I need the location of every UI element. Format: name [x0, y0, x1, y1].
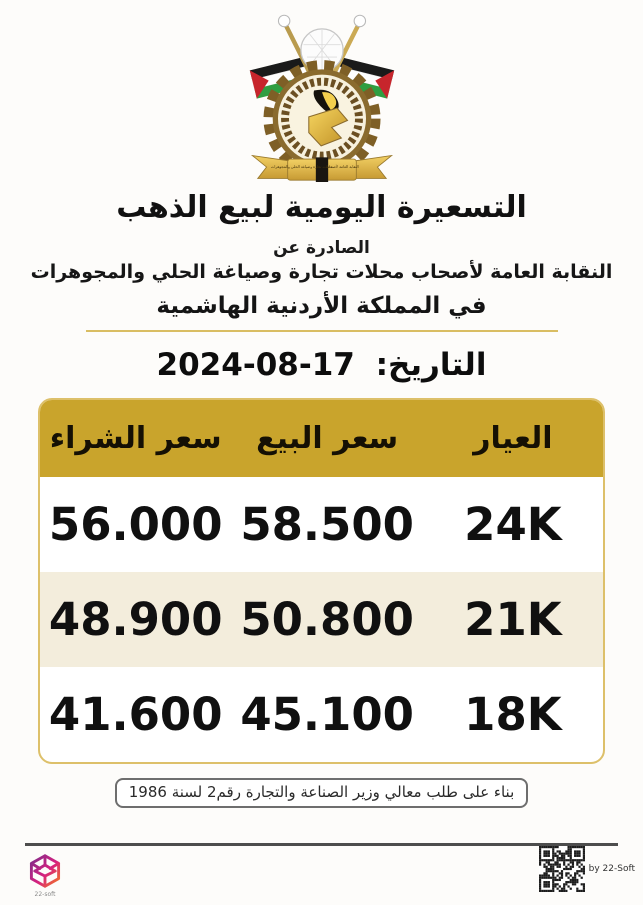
syndicate-emblem: النقابة العامة لأصحاب محلات تجارة وصياغة…	[249, 14, 394, 182]
qr-code	[538, 846, 585, 892]
date-line: التاريخ: 17-08-2024	[0, 347, 643, 383]
header-buy-price: سعر الشراء	[49, 421, 222, 456]
ribbon-banner: النقابة العامة لأصحاب محلات تجارة وصياغة…	[250, 154, 393, 182]
buy-price-value: 56.000	[48, 498, 223, 551]
ministerial-note: بناء على طلب معالي وزير الصناعة والتجارة…	[114, 778, 529, 808]
svg-text:النقابة العامة لأصحاب: النقابة العامة لأصحاب	[325, 164, 358, 169]
table-row: 18K 45.100 41.600	[40, 667, 603, 762]
date-label: التاريخ:	[375, 347, 487, 383]
gold-price-table-body: 24K 58.500 56.000 21K 50.800 48.900 18K …	[40, 477, 603, 762]
table-row: 21K 50.800 48.900	[40, 572, 603, 667]
karat-value: 18K	[464, 688, 562, 741]
cube-logo-caption: 22-soft	[34, 891, 56, 898]
issuer-name: النقابة العامة لأصحاب محلات تجارة وصياغة…	[30, 261, 613, 283]
sell-price-value: 50.800	[240, 593, 414, 646]
sell-price-value: 58.500	[240, 498, 414, 551]
svg-text:محلات تجارة وصياغة الحلي والمج: محلات تجارة وصياغة الحلي والمجوهرات	[270, 165, 332, 169]
header-karat: العيار	[473, 421, 553, 456]
qr-caption: by 22-Soft	[588, 864, 635, 874]
header-sell-price: سعر البيع	[256, 421, 399, 456]
page-title: التسعيرة اليومية لبيع الذهب	[116, 190, 527, 225]
gold-divider	[85, 330, 558, 332]
karat-value: 21K	[464, 593, 562, 646]
sell-price-value: 45.100	[240, 688, 414, 741]
software-vendor-logo: 22-soft	[22, 853, 68, 898]
date-value: 17-08-2024	[156, 347, 355, 383]
issued-by-label: الصادرة عن	[273, 238, 370, 258]
country-line: في المملكة الأردنية الهاشمية	[156, 293, 487, 319]
gold-price-table: العيار سعر البيع سعر الشراء 24K 58.500 5…	[38, 398, 605, 764]
karat-value: 24K	[464, 498, 562, 551]
crucible-and-map	[307, 89, 348, 147]
bottom-divider	[25, 843, 618, 846]
buy-price-value: 48.900	[48, 593, 223, 646]
diamond-icon	[299, 28, 344, 72]
cube-logo-icon	[29, 854, 61, 888]
bottom-bar: 22-soft by 22-Soft	[0, 843, 643, 905]
table-row: 24K 58.500 56.000	[40, 477, 603, 572]
buy-price-value: 41.600	[48, 688, 223, 741]
qr-block: by 22-Soft	[538, 846, 635, 892]
table-header-row: العيار سعر البيع سعر الشراء	[40, 400, 603, 477]
